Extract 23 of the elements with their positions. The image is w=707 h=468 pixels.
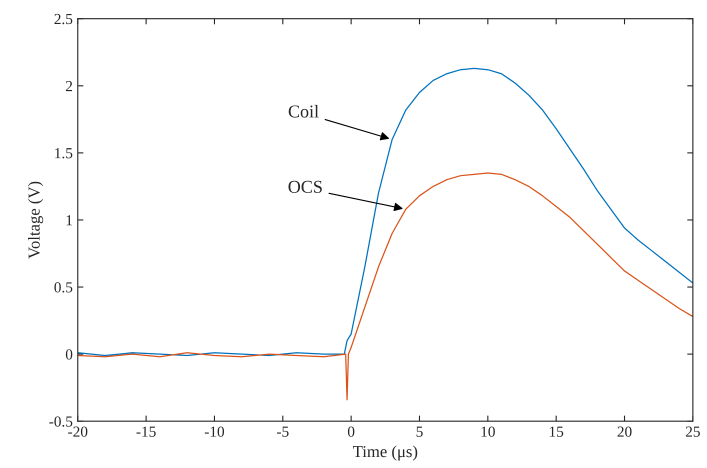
- y-tick-label: 1.5: [55, 148, 72, 158]
- line-series: [78, 172, 693, 400]
- x-tick-label: 0: [348, 426, 354, 437]
- x-tick-label: -20: [68, 426, 88, 437]
- y-axis-title: Voltage (V): [28, 182, 44, 259]
- x-axis-title: Time (μs): [352, 445, 418, 461]
- y-tick-label: 2.5: [54, 14, 72, 24]
- y-tick-label: 2: [66, 80, 72, 92]
- y-tick-label: -0.5: [49, 416, 72, 427]
- x-tick-label: -10: [204, 426, 224, 437]
- x-tick-label: -15: [136, 426, 156, 437]
- x-tick-label: -5: [277, 426, 289, 437]
- y-tick-label: 1: [66, 215, 72, 226]
- x-tick-label: 25: [686, 426, 700, 437]
- x-tick-label: 10: [482, 426, 495, 437]
- line-series: [78, 68, 693, 356]
- x-tick-label: 20: [618, 426, 632, 437]
- x-tick-label: 15: [550, 426, 564, 437]
- y-tick-label: 0.5: [54, 282, 72, 293]
- x-tick-label: 5: [416, 426, 423, 437]
- annotation: OCS: [288, 180, 322, 193]
- y-tick-label: 0: [66, 349, 72, 360]
- annotation: Coil: [288, 104, 319, 118]
